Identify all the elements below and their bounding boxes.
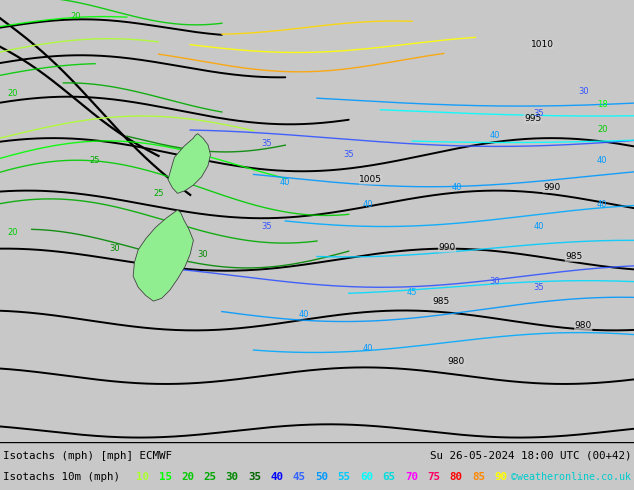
Text: 25: 25 (153, 189, 164, 198)
Text: 20: 20 (8, 89, 18, 98)
Text: 10: 10 (136, 471, 150, 482)
Text: 30: 30 (198, 249, 208, 259)
Text: 40: 40 (280, 178, 290, 187)
Text: Isotachs 10m (mph): Isotachs 10m (mph) (3, 471, 120, 482)
Text: ©weatheronline.co.uk: ©weatheronline.co.uk (512, 471, 631, 482)
Text: 40: 40 (534, 222, 544, 231)
Text: 30: 30 (578, 87, 588, 96)
Text: 50: 50 (315, 471, 328, 482)
Text: 1010: 1010 (531, 40, 553, 49)
Text: 55: 55 (338, 471, 351, 482)
Text: 40: 40 (451, 183, 462, 193)
Text: 65: 65 (382, 471, 396, 482)
Text: 85: 85 (472, 471, 485, 482)
Text: 20: 20 (597, 125, 607, 134)
Text: 40: 40 (299, 310, 309, 319)
Text: 35: 35 (534, 283, 544, 292)
Text: 25: 25 (204, 471, 216, 482)
Text: 990: 990 (543, 183, 560, 193)
Text: 40: 40 (271, 471, 283, 482)
Text: 80: 80 (450, 471, 463, 482)
Text: 30: 30 (489, 277, 500, 286)
Text: 985: 985 (565, 252, 583, 261)
Text: 70: 70 (405, 471, 418, 482)
Text: 75: 75 (427, 471, 440, 482)
Text: 40: 40 (363, 343, 373, 353)
Text: 20: 20 (8, 227, 18, 237)
Text: 35: 35 (261, 139, 271, 148)
Text: 35: 35 (344, 150, 354, 159)
Text: 1005: 1005 (359, 175, 382, 184)
Text: 980: 980 (448, 357, 465, 367)
Text: 40: 40 (363, 200, 373, 209)
Text: 985: 985 (432, 296, 450, 306)
Text: 45: 45 (293, 471, 306, 482)
Text: 60: 60 (360, 471, 373, 482)
Text: 35: 35 (248, 471, 261, 482)
Text: 20: 20 (71, 12, 81, 21)
Text: 35: 35 (261, 222, 271, 231)
Text: 995: 995 (524, 114, 541, 123)
Text: 25: 25 (90, 156, 100, 165)
Text: 990: 990 (438, 243, 456, 252)
Text: 40: 40 (597, 200, 607, 209)
Text: 30: 30 (226, 471, 239, 482)
Text: 20: 20 (181, 471, 194, 482)
Text: Isotachs (mph) [mph] ECMWF: Isotachs (mph) [mph] ECMWF (3, 451, 172, 461)
Text: 40: 40 (597, 156, 607, 165)
Text: 15: 15 (158, 471, 172, 482)
Text: 90: 90 (495, 471, 507, 482)
Text: 35: 35 (534, 109, 544, 118)
Text: 18: 18 (597, 100, 607, 109)
Text: 45: 45 (407, 288, 417, 297)
Text: Su 26-05-2024 18:00 UTC (00+42): Su 26-05-2024 18:00 UTC (00+42) (430, 451, 631, 461)
Text: 30: 30 (109, 244, 119, 253)
Text: 40: 40 (489, 131, 500, 140)
Text: 980: 980 (574, 321, 592, 330)
